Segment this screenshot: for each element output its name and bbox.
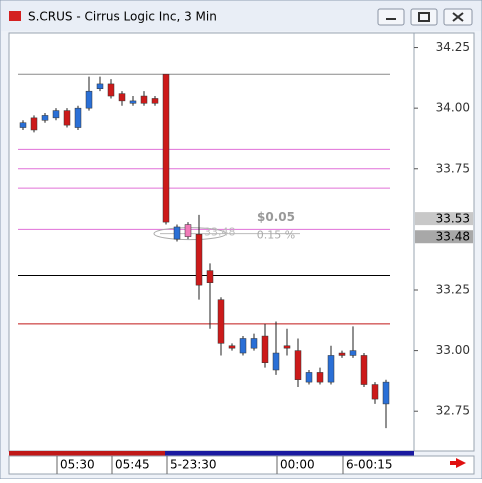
minimize-button[interactable] (377, 8, 405, 26)
candle-body (41, 115, 49, 121)
candle-body (272, 352, 280, 371)
candle-body (184, 224, 192, 237)
x-tick-label: 00:00 (280, 458, 315, 472)
candle-body (283, 345, 291, 349)
candle-body (371, 384, 379, 400)
price-tag (415, 230, 473, 244)
scroll-arrow[interactable] (450, 458, 466, 468)
candle-body (338, 352, 346, 356)
y-tick-label: 33.00 (436, 343, 470, 357)
candle-body (305, 372, 313, 383)
price-tag (415, 212, 473, 226)
candle-body (316, 372, 324, 383)
candle-body (52, 110, 60, 119)
candle-body (19, 122, 27, 128)
candle-body (140, 95, 148, 104)
y-tick-label: 32.75 (436, 404, 470, 418)
candle-body (162, 73, 170, 223)
candle-body (96, 83, 104, 90)
candle-body (327, 355, 335, 383)
candle-body (173, 226, 181, 240)
y-tick-label: 34.25 (436, 40, 470, 54)
candle-body (63, 110, 71, 126)
chart-area (8, 32, 475, 452)
annotation: 33.48 (204, 226, 236, 239)
y-tick-label: 33.25 (436, 282, 470, 296)
maximize-icon (418, 12, 430, 22)
plot: 34.25 34.00 33.75 33.25 33.00 32.75 33.53 33.48… (18, 40, 473, 474)
annotation: $0.05 (257, 210, 295, 224)
candle-body (195, 233, 203, 286)
candle-body (118, 93, 126, 102)
annotation: 0.15 % (257, 229, 295, 242)
candle-body (360, 355, 368, 385)
app-icon (9, 11, 21, 21)
candle-body (261, 335, 269, 363)
x-tick-label: 6-00:15 (346, 458, 393, 472)
y-tick-label: 33.75 (436, 161, 470, 175)
x-tick-label: 05:45 (115, 458, 150, 472)
candle-body (74, 107, 82, 128)
candle-body (107, 83, 115, 97)
candle-body (250, 338, 258, 349)
x-tick-label: 5-23:30 (170, 458, 217, 472)
time-strip (9, 451, 414, 456)
window-title: S.CRUS - Cirrus Logic Inc, 3 Min (28, 10, 217, 24)
price-tag-label: 33.53 (436, 212, 470, 226)
candle-body (206, 270, 214, 283)
candle-body (30, 117, 38, 131)
candle-body (382, 381, 390, 405)
candle-body (217, 299, 225, 344)
candle-body (349, 350, 357, 356)
price-tag-label: 33.48 (436, 230, 470, 244)
time-strip-session (9, 451, 165, 456)
candle-body (239, 338, 247, 354)
candle-body (85, 90, 93, 109)
time-axis (8, 455, 475, 475)
candle-body (129, 100, 137, 104)
close-icon (452, 12, 464, 22)
candle-body (151, 98, 159, 104)
y-tick-label: 34.00 (436, 101, 470, 115)
x-tick-label: 05:30 (60, 458, 95, 472)
candle-body (228, 345, 236, 349)
candle-body (294, 350, 302, 380)
maximize-button[interactable] (410, 8, 438, 26)
